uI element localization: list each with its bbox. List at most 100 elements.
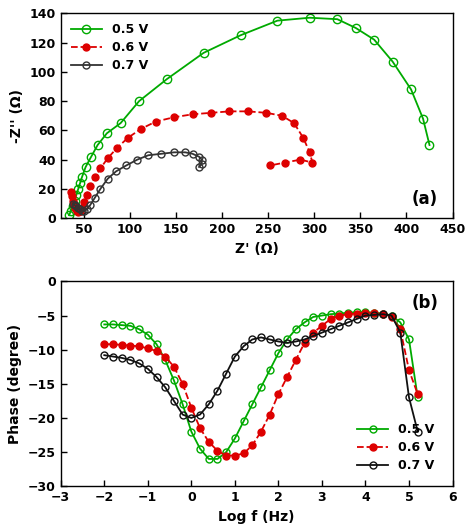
0.6 V	[310, 329, 316, 336]
0.6 V	[215, 447, 220, 454]
Legend: 0.5 V, 0.6 V, 0.7 V: 0.5 V, 0.6 V, 0.7 V	[352, 418, 440, 477]
0.7 V	[249, 336, 255, 343]
0.6 V	[171, 114, 177, 120]
0.7 V	[135, 156, 140, 163]
0.6 V	[398, 326, 403, 332]
0.5 V	[275, 350, 281, 356]
0.6 V	[71, 201, 76, 207]
0.5 V	[371, 310, 377, 316]
0.7 V	[354, 316, 360, 322]
0.5 V	[363, 309, 368, 315]
0.5 V	[118, 120, 124, 126]
0.6 V	[92, 174, 98, 180]
0.7 V	[406, 394, 412, 401]
0.6 V	[301, 135, 306, 141]
0.7 V	[75, 205, 81, 211]
0.6 V	[232, 452, 238, 459]
0.5 V	[380, 310, 386, 317]
0.6 V	[249, 442, 255, 448]
0.7 V	[84, 206, 90, 213]
0.6 V	[125, 135, 131, 141]
0.5 V	[408, 86, 414, 93]
0.7 V	[81, 207, 87, 214]
0.6 V	[284, 374, 290, 380]
0.6 V	[307, 149, 312, 155]
0.5 V	[328, 311, 334, 318]
0.5 V	[406, 336, 412, 343]
0.7 V	[180, 411, 185, 418]
0.6 V	[180, 380, 185, 387]
0.7 V	[284, 339, 290, 346]
0.5 V	[310, 314, 316, 320]
0.7 V	[275, 338, 281, 345]
0.7 V	[113, 168, 119, 174]
0.7 V	[363, 312, 368, 319]
0.5 V	[371, 37, 377, 43]
0.7 V	[398, 329, 403, 336]
Text: (a): (a)	[412, 190, 438, 208]
0.7 V	[171, 398, 177, 404]
0.6 V	[98, 165, 103, 172]
0.6 V	[310, 160, 315, 166]
0.7 V	[241, 343, 246, 350]
0.7 V	[154, 374, 159, 380]
0.6 V	[87, 183, 93, 189]
0.5 V	[206, 456, 211, 462]
0.7 V	[128, 357, 133, 363]
0.6 V	[371, 310, 377, 316]
0.5 V	[164, 76, 170, 82]
0.5 V	[201, 49, 207, 56]
0.7 V	[197, 411, 203, 418]
0.6 V	[208, 110, 214, 116]
0.5 V	[337, 310, 342, 317]
0.6 V	[72, 203, 77, 210]
0.5 V	[110, 321, 116, 328]
0.5 V	[72, 197, 77, 204]
0.7 V	[79, 207, 85, 214]
0.6 V	[68, 189, 74, 195]
0.7 V	[123, 162, 129, 169]
0.6 V	[223, 452, 229, 459]
0.7 V	[72, 202, 77, 208]
0.7 V	[267, 336, 273, 343]
0.7 V	[73, 203, 79, 210]
0.5 V	[232, 435, 238, 442]
0.7 V	[182, 149, 188, 155]
0.6 V	[363, 310, 368, 316]
0.6 V	[345, 311, 351, 318]
Line: 0.7 V: 0.7 V	[69, 149, 205, 214]
0.6 V	[189, 404, 194, 411]
0.6 V	[136, 343, 142, 350]
0.6 V	[227, 108, 232, 114]
0.6 V	[110, 341, 116, 347]
0.5 V	[345, 310, 351, 316]
0.5 V	[293, 326, 299, 332]
0.7 V	[77, 206, 83, 213]
0.5 V	[68, 207, 74, 214]
0.6 V	[267, 162, 273, 169]
0.5 V	[70, 203, 75, 210]
0.5 V	[95, 142, 100, 148]
0.5 V	[180, 401, 185, 408]
0.7 V	[319, 329, 325, 336]
0.6 V	[380, 311, 386, 318]
0.6 V	[415, 391, 420, 397]
0.7 V	[119, 355, 125, 361]
0.7 V	[70, 201, 75, 207]
0.5 V	[88, 154, 94, 160]
0.5 V	[136, 326, 142, 332]
0.6 V	[75, 209, 81, 215]
0.6 V	[119, 342, 125, 348]
Line: 0.5 V: 0.5 V	[101, 309, 421, 462]
0.7 V	[215, 387, 220, 394]
0.5 V	[77, 180, 83, 186]
0.5 V	[79, 174, 85, 180]
0.6 V	[163, 353, 168, 360]
0.5 V	[197, 445, 203, 452]
0.7 V	[92, 195, 98, 201]
0.6 V	[406, 367, 412, 373]
0.5 V	[171, 377, 177, 384]
0.5 V	[274, 18, 280, 24]
0.6 V	[73, 206, 79, 213]
0.7 V	[206, 401, 211, 408]
